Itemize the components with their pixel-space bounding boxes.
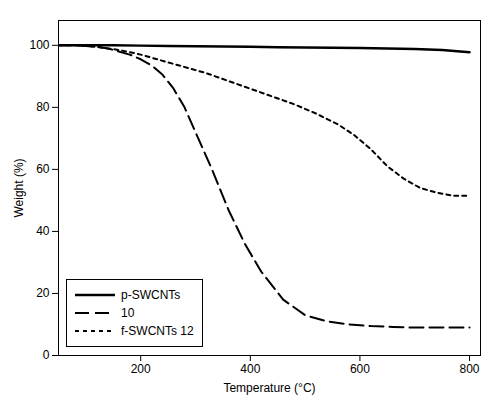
html-text:10: 10 <box>121 306 135 320</box>
svg-text:20: 20 <box>36 286 50 300</box>
svg-text:80: 80 <box>36 100 50 114</box>
html-text:f-SWCNTs 12: f-SWCNTs 12 <box>121 324 194 338</box>
svg-text:40: 40 <box>36 224 50 238</box>
svg-text:Weight (%): Weight (%) <box>12 158 26 217</box>
svg-text:60: 60 <box>36 162 50 176</box>
svg-text:100: 100 <box>29 38 49 52</box>
svg-text:0: 0 <box>43 348 50 362</box>
svg-text:Temperature (°C): Temperature (°C) <box>223 381 315 395</box>
html-text:p-SWCNTs: p-SWCNTs <box>121 288 181 302</box>
svg-text:200: 200 <box>131 362 151 376</box>
svg-text:600: 600 <box>350 362 370 376</box>
svg-text:800: 800 <box>460 362 480 376</box>
svg-text:400: 400 <box>240 362 260 376</box>
